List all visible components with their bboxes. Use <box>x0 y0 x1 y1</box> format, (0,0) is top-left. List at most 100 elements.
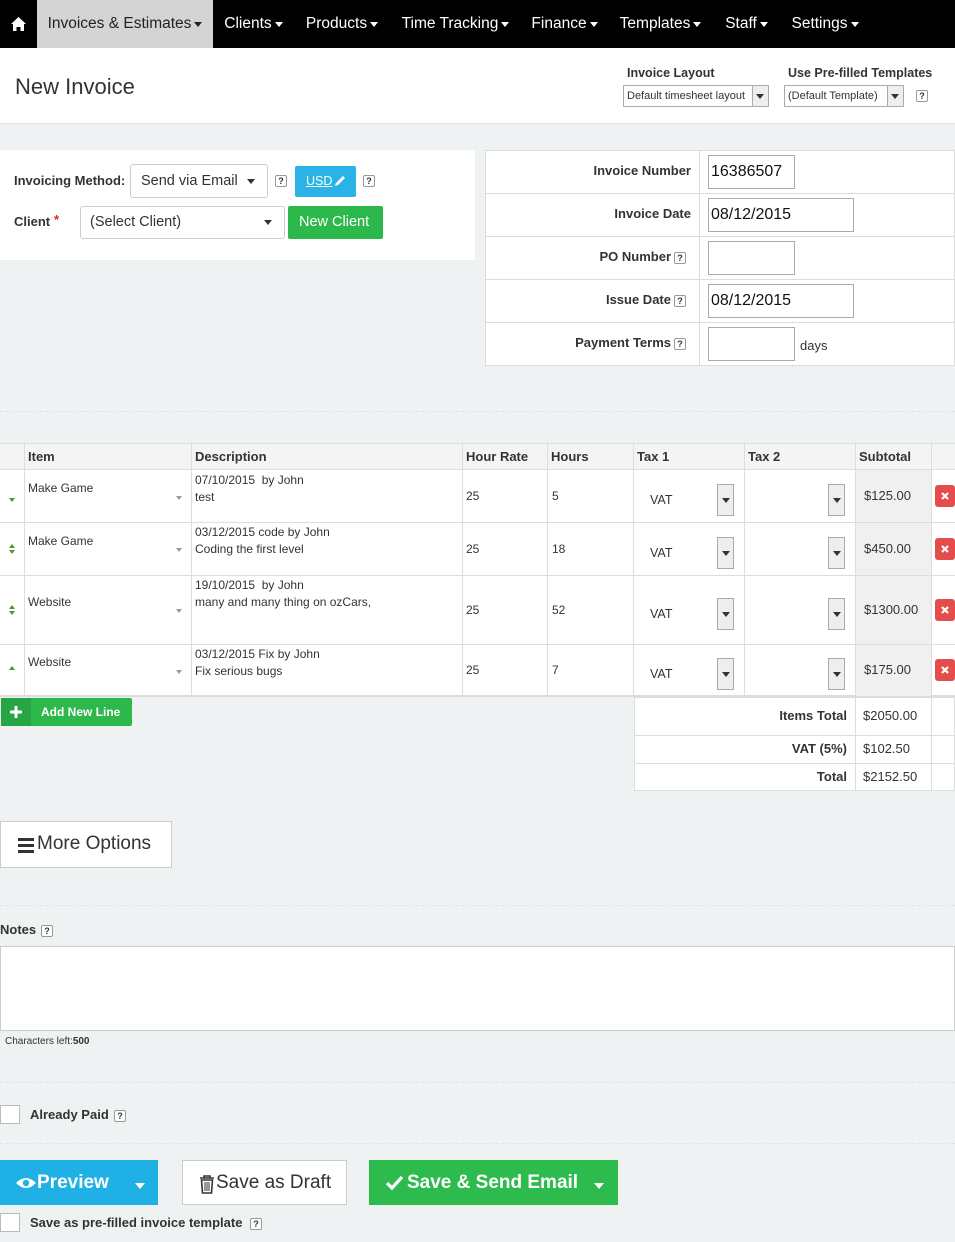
details-label: PO Number <box>599 249 671 264</box>
caret-icon <box>721 672 730 677</box>
column-header: Description <box>195 449 267 464</box>
column-line <box>855 697 856 791</box>
save-draft-button[interactable] <box>182 1160 347 1205</box>
details-input[interactable] <box>708 241 795 275</box>
divider <box>0 411 955 412</box>
description-line: 19/10/2015 by John <box>195 578 304 592</box>
delete-button[interactable] <box>935 537 955 560</box>
help-icon[interactable]: ? <box>363 175 375 187</box>
items-table <box>0 443 955 696</box>
new-client-button[interactable] <box>288 206 383 239</box>
hour-rate: 25 <box>466 489 480 503</box>
column-header: Hour Rate <box>466 449 529 464</box>
home-button[interactable] <box>0 0 37 48</box>
characters-left: Characters left:500 <box>5 1034 90 1050</box>
tax1-value: VAT <box>650 493 673 507</box>
move-down-icon <box>9 550 15 554</box>
nav-item[interactable]: Staff <box>713 0 780 48</box>
details-row-line <box>485 279 955 280</box>
client-select[interactable] <box>80 206 285 239</box>
nav-item[interactable]: Settings <box>780 0 870 48</box>
help-icon[interactable]: ? <box>674 295 686 307</box>
nav-item-label: Invoices & Estimates <box>47 15 192 32</box>
help-icon[interactable]: ? <box>674 338 686 350</box>
notes-textarea[interactable] <box>0 946 955 1031</box>
nav-item[interactable]: Invoices & Estimates <box>37 0 213 48</box>
template-label: Use Pre-filled Templates <box>788 66 933 80</box>
nav-item-label: Templates <box>619 15 691 32</box>
move-up-icon <box>9 605 15 609</box>
delete-button[interactable] <box>935 485 955 507</box>
details-row-line <box>485 193 955 194</box>
layout-select-value: Default timesheet layout <box>627 90 746 102</box>
help-icon[interactable]: ? <box>275 175 287 187</box>
move-up-icon <box>9 544 15 548</box>
item-name: Make Game <box>28 533 94 548</box>
template-select[interactable] <box>784 85 904 107</box>
help-icon[interactable]: ? <box>114 1110 126 1122</box>
row-line <box>0 575 955 576</box>
currency-button[interactable] <box>295 166 356 197</box>
nav-item[interactable]: Templates <box>608 0 713 48</box>
items-table-header <box>0 443 955 470</box>
help-icon[interactable]: ? <box>916 90 928 102</box>
layout-select[interactable] <box>623 85 769 107</box>
nav-item[interactable]: Clients <box>213 0 294 48</box>
caret-icon <box>135 1182 145 1189</box>
nav-item[interactable]: Finance <box>521 0 608 48</box>
delete-button[interactable] <box>935 659 955 681</box>
description-line: test <box>195 490 215 504</box>
characters-left-label: Characters left: <box>5 1036 73 1047</box>
required-mark: * <box>54 212 60 227</box>
divider <box>0 1143 955 1144</box>
hours: 5 <box>552 489 559 503</box>
hour-rate: 25 <box>466 541 480 556</box>
characters-left-value: 500 <box>72 1036 90 1047</box>
column-header: Tax 2 <box>748 449 781 464</box>
method-value: Send via Email <box>141 173 238 189</box>
method-select[interactable] <box>130 164 268 198</box>
details-input[interactable] <box>708 155 795 189</box>
already-paid-checkbox[interactable] <box>0 1105 20 1124</box>
details-row-line <box>485 236 955 237</box>
row-line <box>0 644 955 645</box>
help-icon[interactable]: ? <box>674 252 686 264</box>
more-options-label: More Options <box>37 833 152 854</box>
caret-icon <box>832 498 841 503</box>
help-icon[interactable]: ? <box>41 925 53 937</box>
save-send-button[interactable] <box>369 1160 618 1205</box>
details-label: Issue Date <box>605 292 671 307</box>
caret-icon <box>721 611 730 617</box>
details-label: Invoice Number <box>593 163 691 178</box>
caret-icon <box>756 94 764 99</box>
caret-icon <box>594 1182 604 1189</box>
help-icon[interactable]: ? <box>250 1218 262 1230</box>
row-line <box>0 696 955 697</box>
more-options-button[interactable] <box>0 821 172 868</box>
caret-icon <box>759 21 768 27</box>
caret-icon <box>176 495 182 500</box>
caret-icon <box>891 94 899 99</box>
details-divider <box>699 150 700 366</box>
save-template-checkbox[interactable] <box>0 1213 20 1232</box>
preview-button[interactable] <box>0 1160 158 1205</box>
caret-icon <box>721 550 730 556</box>
details-input[interactable] <box>708 327 795 361</box>
details-label: Payment Terms <box>575 335 671 350</box>
layout-label: Invoice Layout <box>627 66 715 80</box>
hours: 7 <box>552 663 559 677</box>
details-suffix: days <box>800 338 828 353</box>
nav-item-label: Products <box>305 15 368 32</box>
caret-icon <box>176 669 182 674</box>
details-input[interactable] <box>708 198 854 232</box>
nav-item[interactable]: Products <box>294 0 390 48</box>
nav-item[interactable]: Time Tracking <box>390 0 521 48</box>
item-name: Website <box>28 655 72 669</box>
delete-button[interactable] <box>935 598 955 621</box>
caret-icon <box>247 179 255 184</box>
details-input[interactable] <box>708 284 854 318</box>
caret-icon <box>832 672 841 677</box>
hours: 18 <box>552 541 566 556</box>
totals-label: VAT (5%) <box>791 741 847 756</box>
